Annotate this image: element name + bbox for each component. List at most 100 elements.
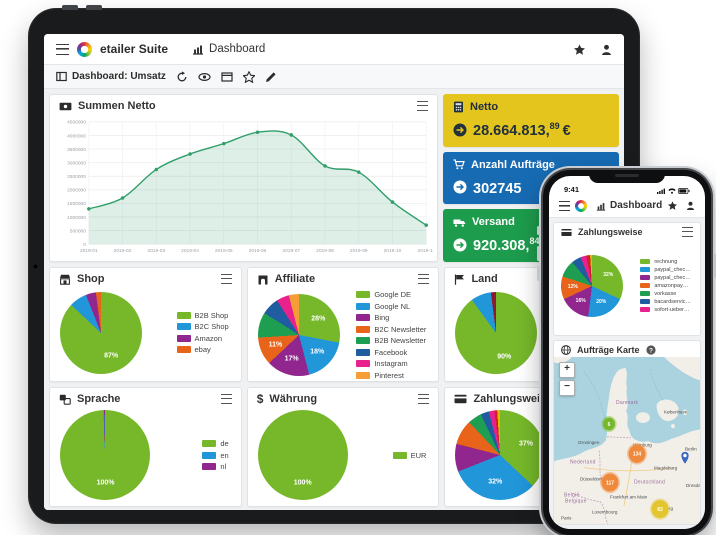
- legend-row[interactable]: en: [202, 451, 229, 460]
- row-summary: Summen Netto 0 500000 1000000 1500000 200000…: [49, 94, 619, 263]
- stat-value: 302745: [473, 180, 522, 197]
- legend-swatch: [640, 291, 651, 296]
- card-title: Summen Netto: [78, 100, 156, 112]
- svg-text:0: 0: [83, 242, 86, 248]
- orders-map[interactable]: + −: [554, 357, 700, 524]
- legend-row[interactable]: nl: [202, 462, 228, 471]
- land-pie-chart[interactable]: 90%: [455, 291, 538, 374]
- star-icon[interactable]: [574, 43, 585, 55]
- menu-hamburger-icon[interactable]: [559, 200, 570, 211]
- legend-label: B2C Shop: [194, 322, 229, 332]
- phone-zahlungsweise-legend: rechnung paypal_chec… paypal_chec… amazonpa…: [640, 259, 691, 313]
- legend-label: Facebook: [374, 347, 408, 357]
- affiliate-pie-chart[interactable]: 28% 18% 17% 11%: [257, 293, 340, 376]
- waehrung-pie-chart[interactable]: 100%: [257, 410, 348, 500]
- legend-row[interactable]: sofort-ueber…: [640, 307, 691, 313]
- phone-power-button[interactable]: [714, 254, 716, 278]
- legend-row[interactable]: vorkasse: [640, 291, 691, 297]
- legend-row[interactable]: ebay: [176, 345, 229, 354]
- legend-swatch: [640, 299, 651, 304]
- tablet-volume-down-button[interactable]: [86, 5, 102, 10]
- eye-icon[interactable]: [198, 71, 211, 83]
- nav-item-dashboard[interactable]: Dashboard: [596, 200, 662, 211]
- legend-row[interactable]: Instagram: [356, 359, 426, 368]
- refresh-icon[interactable]: [176, 70, 188, 83]
- legend-row[interactable]: B2C Shop: [176, 322, 229, 332]
- card-menu-icon[interactable]: [417, 101, 428, 111]
- shop-pie-chart[interactable]: 87%: [60, 291, 142, 374]
- map-land-mainland: [554, 367, 700, 524]
- map-cluster-marker[interactable]: 6: [601, 415, 617, 433]
- arrow-circle-icon: [453, 180, 467, 194]
- phone-volume-down-button[interactable]: [537, 266, 540, 281]
- pie-slice-label: 100%: [96, 479, 115, 487]
- legend-label: Bing: [374, 313, 390, 322]
- user-icon[interactable]: [686, 201, 695, 210]
- legend-row[interactable]: B2C Newsletter: [356, 325, 426, 334]
- legend-row[interactable]: Bing: [356, 313, 426, 322]
- pie-slice-label: 16%: [575, 298, 586, 305]
- legend-row[interactable]: bacardservic…: [640, 299, 691, 305]
- legend-swatch: [176, 311, 191, 319]
- window-icon[interactable]: [221, 71, 233, 83]
- phone-volume-up-button[interactable]: [537, 246, 540, 261]
- map-pin-marker[interactable]: [681, 451, 689, 464]
- nav-item-dashboard[interactable]: Dashboard: [192, 43, 265, 55]
- map-zoom-out-button[interactable]: −: [559, 380, 575, 396]
- stat-title-row: Netto: [453, 101, 609, 113]
- map-island-sjaelland: [656, 399, 679, 422]
- map-place-label: Hamburg: [633, 442, 652, 448]
- legend-row[interactable]: paypal_chec…: [640, 275, 691, 281]
- phone-navbar: Dashboard: [549, 194, 705, 218]
- pencil-icon[interactable]: [265, 71, 277, 83]
- star-outline-icon[interactable]: [242, 70, 255, 83]
- legend-row[interactable]: Facebook: [356, 348, 426, 357]
- cart-icon: [453, 159, 465, 170]
- stat-card-netto[interactable]: Netto 28.664.813,89 €: [443, 94, 619, 147]
- legend-row[interactable]: Google NL: [356, 302, 426, 311]
- legend-row[interactable]: amazonpay…: [640, 283, 691, 289]
- sprache-pie-chart[interactable]: 100%: [60, 410, 150, 500]
- legend-row[interactable]: paypal_chec…: [640, 267, 691, 273]
- zahlungsweise-pie-chart[interactable]: 37% 32%: [455, 410, 546, 500]
- map-cluster-marker[interactable]: 134: [626, 443, 648, 465]
- card-menu-icon[interactable]: [220, 394, 232, 404]
- pie-slice-label: 32%: [603, 272, 614, 279]
- map-cluster-marker[interactable]: 83: [649, 498, 671, 520]
- help-icon[interactable]: ?: [645, 345, 656, 355]
- legend-label: B2C Newsletter: [374, 324, 427, 334]
- map-place-label: Deutschland: [634, 479, 665, 485]
- svg-text:2019-05: 2019-05: [215, 248, 233, 254]
- star-icon[interactable]: [668, 201, 677, 210]
- map-island: [682, 409, 688, 415]
- legend-label: Amazon: [194, 333, 223, 343]
- legend-row[interactable]: B2B Shop: [176, 311, 229, 320]
- legend-label: paypal_chec…: [654, 266, 691, 273]
- legend-row[interactable]: rechnung: [640, 259, 691, 265]
- legend-swatch: [176, 334, 191, 342]
- legend-row[interactable]: EUR: [392, 451, 426, 460]
- card-menu-icon[interactable]: [682, 227, 693, 237]
- stat-value-row: 28.664.813,89 €: [453, 121, 609, 139]
- legend-row[interactable]: B2B Newsletter: [356, 336, 426, 345]
- phone-mute-switch[interactable]: [537, 226, 540, 235]
- legend-swatch: [640, 267, 651, 272]
- card-menu-icon[interactable]: [418, 394, 430, 404]
- legend-row[interactable]: Google DE: [356, 290, 426, 299]
- legend-row[interactable]: de: [202, 439, 229, 448]
- app-logo[interactable]: [77, 41, 92, 57]
- map-cluster-marker[interactable]: 117: [599, 471, 621, 494]
- phone-zahlungsweise-pie-chart[interactable]: 32% 20% 16% 12%: [561, 254, 623, 317]
- map-place-label: Berlin: [685, 446, 697, 452]
- user-icon[interactable]: [601, 44, 612, 55]
- navbar-actions: [574, 43, 612, 55]
- app-logo[interactable]: [575, 199, 587, 212]
- tablet-volume-up-button[interactable]: [62, 5, 78, 10]
- map-zoom-in-button[interactable]: +: [559, 362, 575, 378]
- card-menu-icon[interactable]: [220, 274, 232, 284]
- menu-hamburger-icon[interactable]: [56, 43, 69, 55]
- legend-row[interactable]: Pinterest: [356, 371, 426, 380]
- card-menu-icon[interactable]: [418, 274, 430, 284]
- line-chart-area: 0 500000 1000000 1500000 2000000 2500000 30000…: [50, 115, 437, 261]
- legend-row[interactable]: Amazon: [176, 333, 229, 343]
